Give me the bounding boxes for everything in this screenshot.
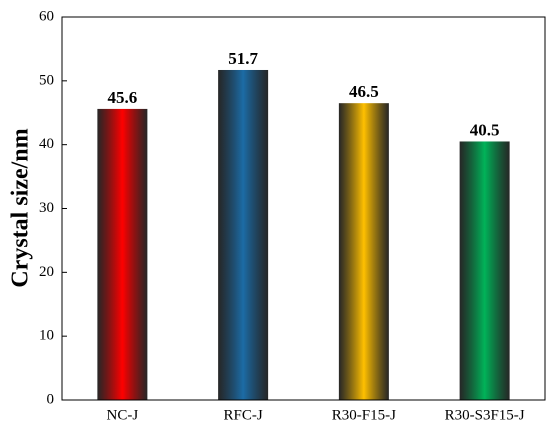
y-tick-label: 0 [47, 391, 55, 407]
x-tick-label: R30-F15-J [332, 407, 396, 423]
y-tick-label: 10 [39, 328, 54, 344]
bar [218, 69, 269, 401]
value-label: 45.6 [108, 88, 138, 107]
y-tick-label: 40 [39, 136, 54, 152]
x-tick-label: R30-S3F15-J [445, 407, 525, 423]
value-label: 51.7 [228, 49, 258, 68]
x-tick-label: NC-J [107, 407, 139, 423]
y-tick-label: 20 [39, 264, 54, 280]
bar [338, 103, 389, 401]
y-tick-label: 60 [39, 8, 54, 24]
value-label: 46.5 [349, 82, 379, 101]
y-axis-label: Crystal size/nm [8, 128, 34, 287]
x-tick-label: RFC-J [224, 407, 263, 423]
bar [459, 141, 510, 400]
plot-frame [61, 16, 546, 401]
y-tick-label: 50 [39, 72, 54, 88]
bar [97, 108, 148, 401]
y-tick-label: 30 [39, 200, 54, 216]
value-label: 40.5 [470, 120, 500, 139]
